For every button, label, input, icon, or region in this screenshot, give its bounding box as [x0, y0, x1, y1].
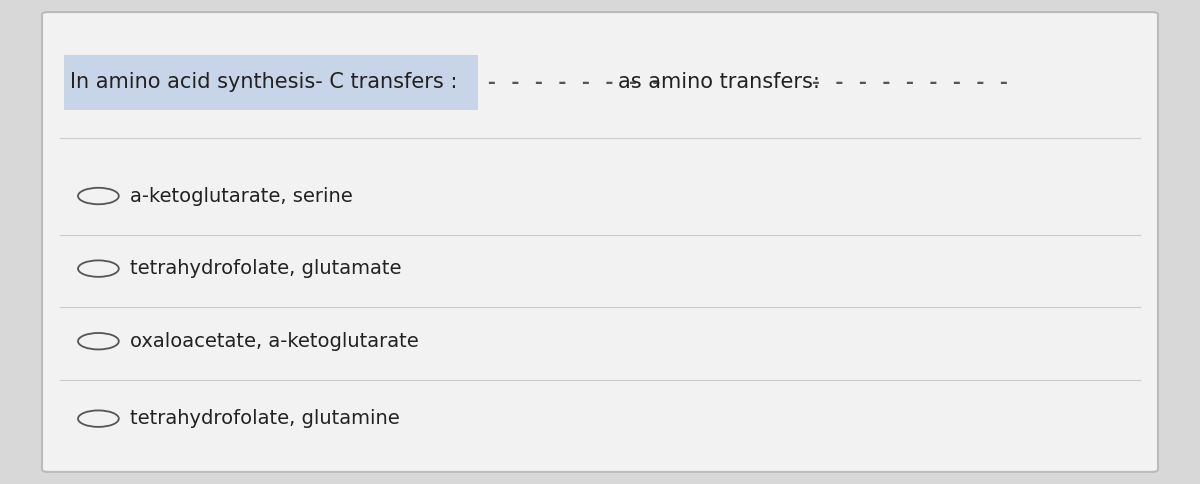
Text: tetrahydrofolate, glutamine: tetrahydrofolate, glutamine: [130, 409, 400, 428]
Text: as amino transfers:: as amino transfers:: [618, 72, 820, 92]
Text: oxaloacetate, a-ketoglutarate: oxaloacetate, a-ketoglutarate: [130, 332, 419, 351]
Text: In amino acid synthesis- C transfers :: In amino acid synthesis- C transfers :: [70, 72, 457, 92]
Text: - - - - - - - - -: - - - - - - - - -: [810, 73, 1009, 92]
Text: - - - - - - - -: - - - - - - - -: [486, 73, 662, 92]
Text: tetrahydrofolate, glutamate: tetrahydrofolate, glutamate: [130, 259, 401, 278]
FancyBboxPatch shape: [64, 55, 478, 110]
Text: a-ketoglutarate, serine: a-ketoglutarate, serine: [130, 186, 353, 206]
FancyBboxPatch shape: [42, 12, 1158, 472]
